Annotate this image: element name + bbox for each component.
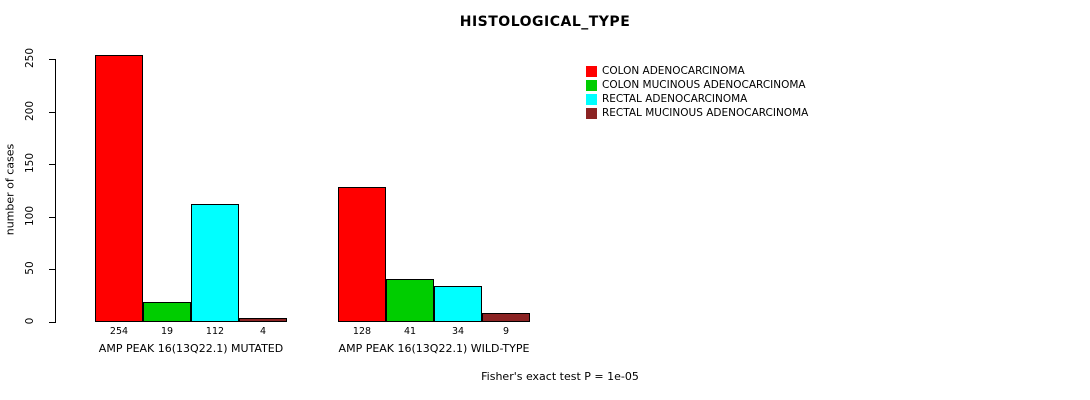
bar-value-label: 4 — [259, 326, 267, 337]
bar — [95, 55, 143, 322]
bar — [338, 187, 386, 322]
y-tick-label: 250 — [24, 47, 36, 69]
group-label: AMP PEAK 16(13Q22.1) MUTATED — [98, 342, 284, 355]
bar — [239, 318, 287, 322]
bar-value-label: 9 — [502, 326, 510, 337]
y-tick-label: 0 — [24, 317, 36, 325]
bar — [482, 313, 530, 322]
legend-label: COLON ADENOCARCINOMA — [602, 65, 745, 77]
legend-item: COLON ADENOCARCINOMA — [586, 64, 808, 78]
legend-item: RECTAL ADENOCARCINOMA — [586, 92, 808, 106]
y-tick-mark — [49, 111, 55, 113]
bar-value-label: 41 — [403, 326, 417, 337]
bar-value-label: 112 — [205, 326, 225, 337]
legend-item: RECTAL MUCINOUS ADENOCARCINOMA — [586, 106, 808, 120]
bar — [386, 279, 434, 322]
bar-value-label: 34 — [451, 326, 465, 337]
legend-label: RECTAL MUCINOUS ADENOCARCINOMA — [602, 107, 809, 119]
y-tick-label: 50 — [24, 261, 36, 276]
bar-value-label: 19 — [160, 326, 174, 337]
bar — [143, 302, 191, 322]
y-axis-label: number of cases — [3, 143, 17, 236]
footnote: Fisher's exact test P = 1e-05 — [481, 370, 639, 383]
bar — [191, 204, 239, 322]
bar-value-label: 254 — [109, 326, 129, 337]
group-label: AMP PEAK 16(13Q22.1) WILD-TYPE — [338, 342, 530, 355]
y-tick-mark — [49, 322, 55, 323]
bar — [434, 286, 482, 322]
legend-swatch — [586, 93, 597, 105]
y-tick-label: 200 — [24, 100, 36, 121]
legend-swatch — [586, 79, 597, 91]
bar-value-label: 128 — [352, 326, 372, 337]
legend-label: COLON MUCINOUS ADENOCARCINOMA — [602, 79, 806, 91]
legend-item: COLON MUCINOUS ADENOCARCINOMA — [586, 78, 808, 92]
y-tick-label: 100 — [24, 205, 36, 226]
y-tick-mark — [49, 59, 55, 60]
legend-label: RECTAL ADENOCARCINOMA — [602, 93, 748, 105]
legend-swatch — [586, 107, 597, 119]
y-tick-label: 150 — [24, 153, 36, 174]
y-tick-mark — [49, 269, 55, 271]
legend: COLON ADENOCARCINOMA COLON MUCINOUS ADENO… — [586, 64, 808, 120]
y-tick-mark — [49, 164, 55, 166]
y-axis — [55, 59, 56, 323]
y-tick-mark — [49, 216, 55, 218]
legend-swatch — [586, 65, 597, 77]
chart-title: HISTOLOGICAL_TYPE — [459, 14, 631, 30]
